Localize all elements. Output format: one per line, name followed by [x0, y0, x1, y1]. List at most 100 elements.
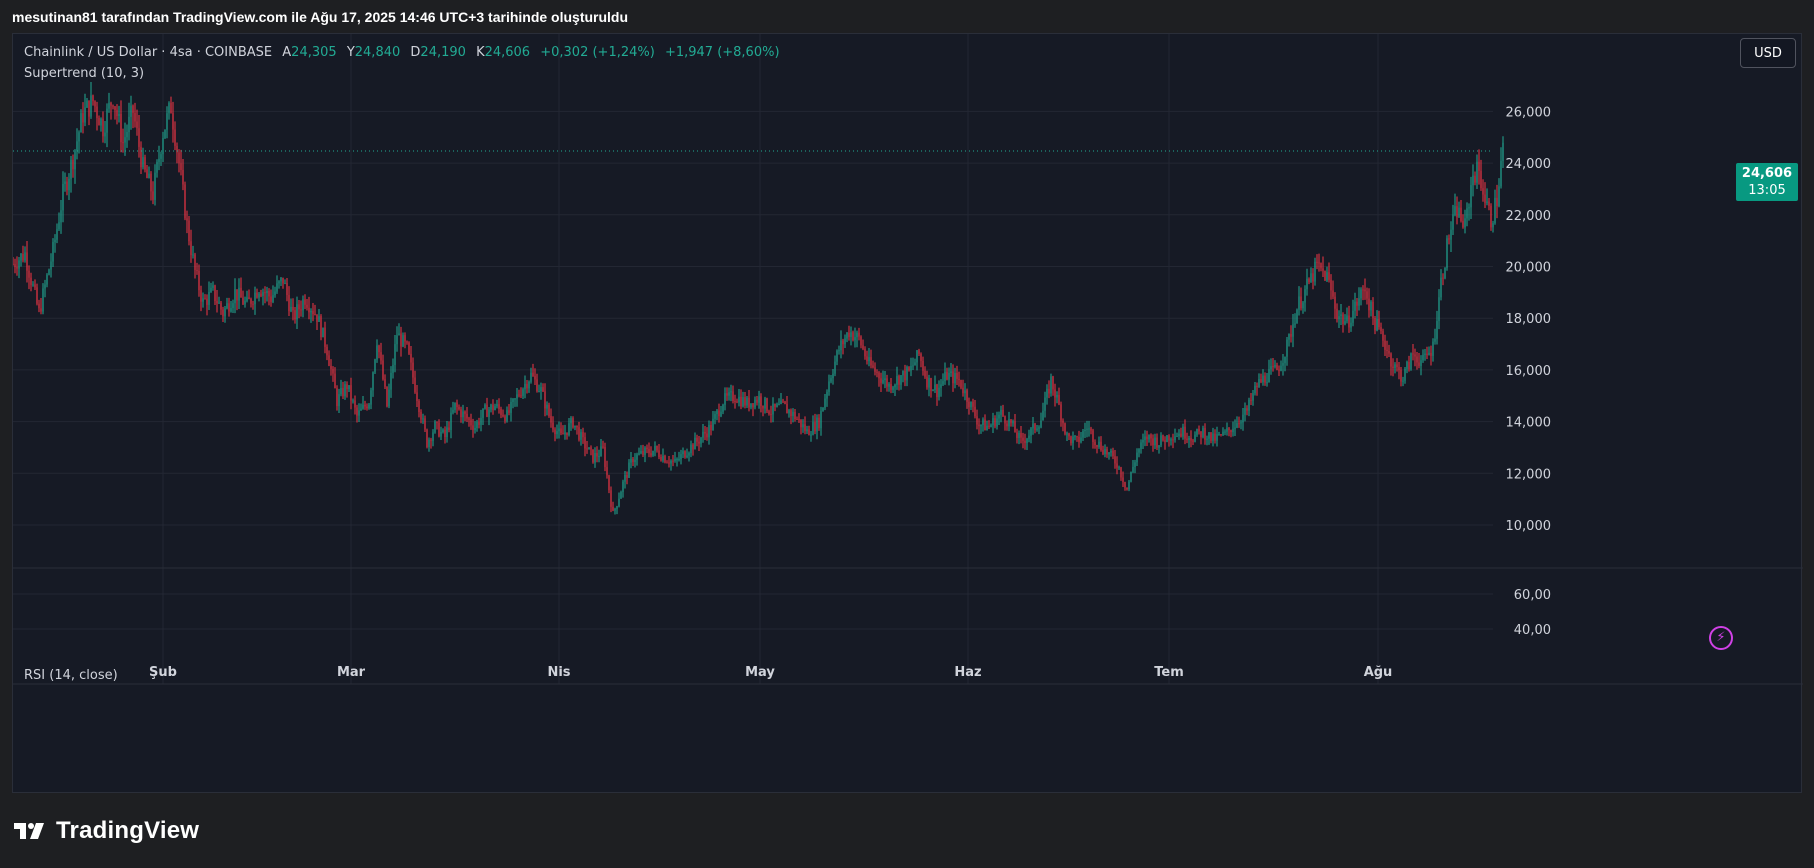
- candle-body: [1152, 438, 1154, 446]
- time-axis[interactable]: Şub Mar Nis May Haz Tem Ağu: [149, 665, 1392, 680]
- candle-body: [878, 372, 880, 379]
- candle-body: [580, 432, 582, 440]
- candle-body: [1338, 316, 1340, 320]
- candle-body: [1328, 272, 1330, 280]
- candle-body: [388, 389, 390, 407]
- candle-body: [1320, 263, 1322, 269]
- candle-body: [174, 129, 176, 146]
- candle-body: [336, 388, 338, 407]
- candle-body: [1128, 481, 1130, 490]
- candle-body: [1444, 268, 1446, 279]
- candle-body: [452, 409, 454, 413]
- candle-body: [116, 110, 118, 116]
- currency-button[interactable]: USD: [1740, 38, 1796, 68]
- candle-body: [1024, 440, 1026, 443]
- price-tick-label: 20,000: [1506, 261, 1552, 276]
- time-tick-label: Nis: [547, 665, 570, 680]
- candle-body: [1060, 404, 1062, 421]
- candle-body: [1182, 426, 1184, 437]
- candle-body: [1316, 261, 1318, 263]
- candle-body: [228, 303, 230, 312]
- last-price-tag: 24,606 13:05: [1736, 163, 1798, 201]
- tradingview-logo[interactable]: TradingView: [14, 816, 199, 846]
- candle-body: [1124, 482, 1126, 488]
- candle-body: [870, 357, 872, 366]
- candle-body: [1142, 439, 1144, 443]
- close-key: K: [476, 45, 485, 60]
- candle-body: [200, 290, 202, 302]
- candle-body: [1484, 194, 1486, 203]
- candle-body: [1408, 361, 1410, 370]
- candle-body: [1000, 409, 1002, 415]
- candle-body: [148, 173, 150, 178]
- candle-body: [760, 396, 762, 406]
- candle-body: [1030, 428, 1032, 436]
- time-tick-label: May: [745, 665, 775, 680]
- low-value: 24,190: [420, 45, 466, 60]
- chart-panel[interactable]: 10,000 12,000 14,000 16,000 18,000 20,000 22,0…: [12, 33, 1803, 794]
- lightning-icon[interactable]: ⚡: [1709, 626, 1733, 650]
- candle-body: [358, 410, 360, 416]
- candle-body: [290, 306, 292, 312]
- candle-body: [942, 381, 944, 385]
- candle-body: [378, 345, 380, 353]
- candle-body: [1390, 353, 1392, 367]
- candle-body: [1386, 349, 1388, 351]
- candle-body: [546, 404, 548, 409]
- candle-body: [1160, 435, 1162, 446]
- candle-body: [820, 411, 822, 429]
- candle-body: [1006, 423, 1008, 427]
- candle-body: [902, 370, 904, 376]
- rsi-axis[interactable]: 40,00 60,00: [1514, 588, 1551, 638]
- candle-body: [584, 437, 586, 449]
- candle-body: [1374, 317, 1376, 331]
- candle-body: [1236, 423, 1238, 428]
- supertrend-indicator-label[interactable]: Supertrend (10, 3): [24, 66, 145, 81]
- candle-body: [144, 157, 146, 170]
- time-tick-label: Haz: [954, 665, 981, 680]
- candle-body: [664, 455, 666, 463]
- candle-body: [172, 113, 174, 130]
- candle-body: [212, 285, 214, 288]
- candle-body: [82, 113, 84, 123]
- candle-body: [1452, 214, 1454, 230]
- candle-body: [1366, 291, 1368, 299]
- candle-body: [926, 376, 928, 388]
- candle-body: [136, 121, 138, 129]
- price-axis[interactable]: 10,000 12,000 14,000 16,000 18,000 20,000 22,0…: [1506, 105, 1552, 534]
- candle-body: [472, 425, 474, 430]
- candle-body: [362, 404, 364, 409]
- candle-body: [1294, 323, 1296, 325]
- candle-body: [96, 106, 98, 119]
- candle-body: [1150, 434, 1152, 439]
- candle-body: [142, 157, 144, 168]
- candle-body: [284, 283, 286, 285]
- candle-body: [466, 413, 468, 419]
- candle-body: [88, 100, 90, 117]
- candle-body: [1140, 442, 1142, 450]
- candle-body: [558, 428, 560, 432]
- symbol-legend[interactable]: Chainlink / US Dollar · 4sa · COINBASE A…: [24, 45, 780, 60]
- candle-body: [626, 475, 628, 478]
- candle-body: [1276, 365, 1278, 370]
- candle-body: [422, 418, 424, 420]
- chart-canvas[interactable]: 10,000 12,000 14,000 16,000 18,000 20,000 22,0…: [13, 34, 1803, 794]
- candle-body: [720, 411, 722, 417]
- candle-body: [716, 410, 718, 415]
- candle-body: [1026, 438, 1028, 443]
- candle-body: [1070, 436, 1072, 444]
- candle-body: [1312, 273, 1314, 282]
- candle-body: [686, 455, 688, 458]
- candle-body: [586, 448, 588, 450]
- candle-body: [1364, 289, 1366, 292]
- candle-body: [882, 379, 884, 383]
- candle-body: [984, 419, 986, 431]
- candle-body: [838, 350, 840, 352]
- symbol-title[interactable]: Chainlink / US Dollar · 4sa · COINBASE: [24, 45, 273, 60]
- candle-body: [434, 421, 436, 433]
- rsi-indicator-label[interactable]: RSI (14, close): [24, 668, 118, 683]
- candle-body: [498, 404, 500, 409]
- candle-body: [844, 338, 846, 345]
- candle-body: [1088, 428, 1090, 430]
- candle-body: [1252, 393, 1254, 401]
